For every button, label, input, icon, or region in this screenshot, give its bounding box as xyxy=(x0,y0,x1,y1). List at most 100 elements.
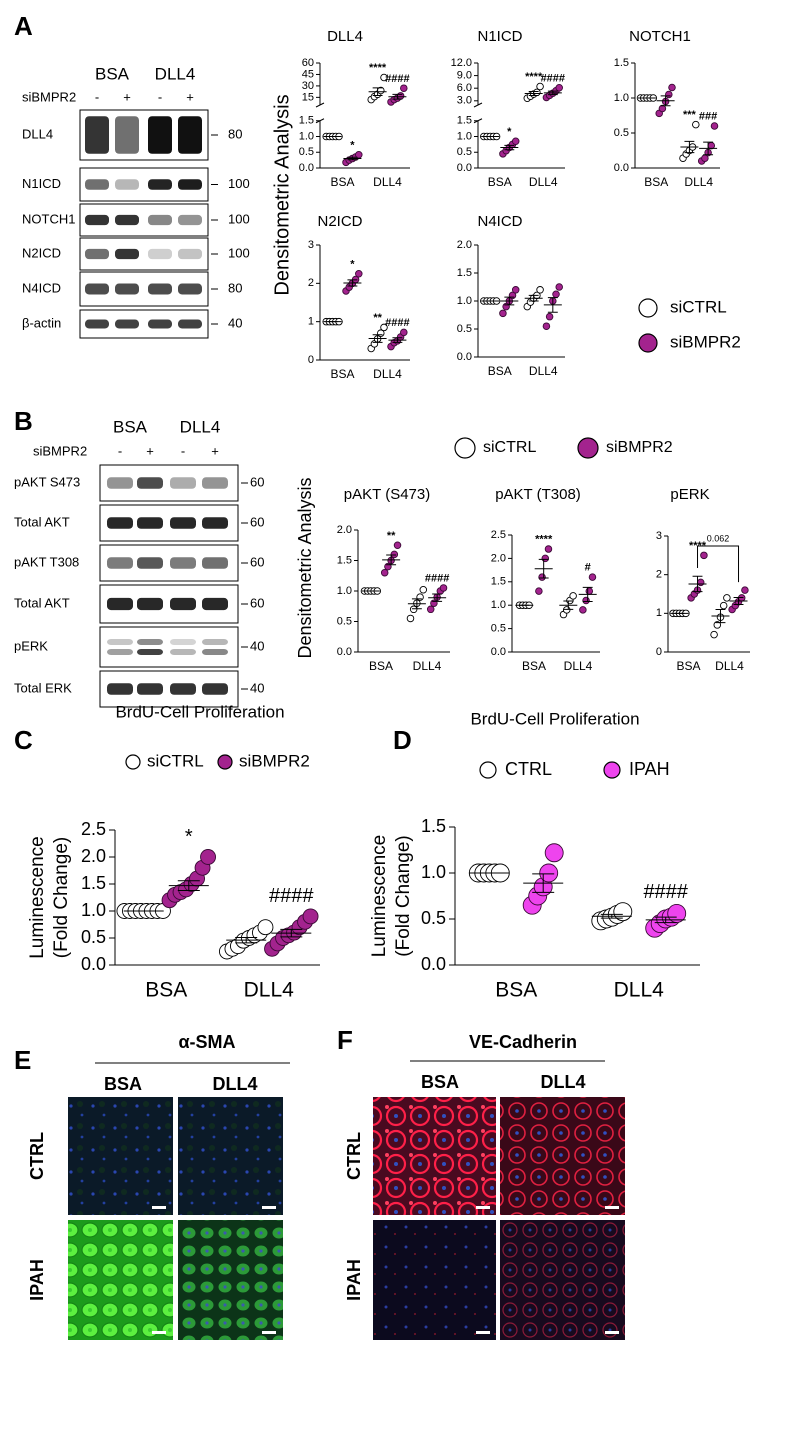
row-label: IPAH xyxy=(27,1259,47,1301)
significance-label: * xyxy=(507,126,512,138)
mw-label: 60 xyxy=(250,474,264,489)
legend-marker xyxy=(603,761,621,779)
significance-label: ** xyxy=(373,312,382,324)
significance-label: #### xyxy=(425,573,449,585)
lane-sign: + xyxy=(211,443,219,458)
y-tick-label: 1.5 xyxy=(614,57,629,69)
data-point xyxy=(396,92,405,100)
blot-header: BSA xyxy=(113,417,148,436)
blot-band xyxy=(202,597,228,611)
data-point xyxy=(696,578,705,587)
significance-label: ### xyxy=(699,111,717,123)
data-point xyxy=(713,621,722,629)
error-bar xyxy=(538,558,549,579)
error-bar xyxy=(235,936,258,944)
error-bar xyxy=(532,873,555,893)
x-tick-label: BSA xyxy=(676,659,700,673)
significance-label: #### xyxy=(269,885,314,907)
error-bar xyxy=(547,90,558,96)
legend-marker xyxy=(125,754,141,770)
data-point xyxy=(511,137,520,145)
blot-band xyxy=(170,649,196,655)
data-point xyxy=(538,573,546,581)
blot-row-label: N2ICD xyxy=(22,245,61,260)
x-tick-label: BSA xyxy=(488,175,512,189)
blot-band xyxy=(137,597,163,611)
y-tick-label: 2.0 xyxy=(491,552,506,564)
legend-marker xyxy=(638,333,658,353)
error-bar xyxy=(528,294,539,302)
y-tick-label: 0.5 xyxy=(421,908,446,928)
blot-band xyxy=(85,179,109,190)
x-tick-label: DLL4 xyxy=(614,979,665,1002)
row-label: IPAH xyxy=(344,1259,364,1301)
error-bar xyxy=(386,554,397,566)
error-bar xyxy=(372,87,383,97)
micrograph xyxy=(68,1097,173,1215)
data-point xyxy=(579,606,587,614)
data-point xyxy=(380,323,388,332)
micrograph xyxy=(500,1220,625,1340)
blot-band xyxy=(148,319,172,329)
x-tick-label: DLL4 xyxy=(373,367,402,381)
legend-label: siBMPR2 xyxy=(670,332,741,351)
data-point xyxy=(302,908,319,925)
significance-label: * xyxy=(350,139,355,151)
y-tick-label: 1.0 xyxy=(299,130,314,142)
blot-band xyxy=(178,214,202,226)
micrograph xyxy=(68,1220,173,1340)
panel-label: F xyxy=(337,1025,353,1055)
x-tick-label: DLL4 xyxy=(529,175,558,189)
blot-header: DLL4 xyxy=(180,417,221,436)
chart-title: DLL4 xyxy=(327,28,363,45)
data-point xyxy=(719,601,728,610)
data-point xyxy=(499,309,507,318)
error-bar xyxy=(582,586,593,602)
blot-row-label: pAKT S473 xyxy=(14,474,80,489)
chart-title: pAKT (T308) xyxy=(495,486,581,503)
data-point xyxy=(400,328,408,337)
legend-marker xyxy=(454,437,476,459)
y-tick-label: 0.5 xyxy=(337,615,352,627)
error-bar xyxy=(692,575,703,593)
legend-label: CTRL xyxy=(505,759,552,779)
blot-band xyxy=(202,649,228,655)
y-tick-label: 0.5 xyxy=(457,323,472,335)
blot-band xyxy=(148,283,172,295)
y-tick-label: 2.0 xyxy=(337,524,352,536)
mw-label: 80 xyxy=(228,280,242,295)
data-point xyxy=(535,587,543,595)
error-bar xyxy=(411,598,422,610)
blot-band xyxy=(202,683,228,695)
panel-label: A xyxy=(14,11,33,41)
chart-title: pERK xyxy=(670,486,709,503)
y-tick-label: 1.5 xyxy=(299,115,314,127)
error-bar xyxy=(703,141,714,156)
image-title: α-SMA xyxy=(178,1032,235,1052)
legend-marker xyxy=(577,437,599,459)
mw-label: 40 xyxy=(228,315,242,330)
y-tick-label: 1.5 xyxy=(81,873,106,893)
data-point xyxy=(668,83,676,92)
lane-sign: + xyxy=(186,89,194,104)
y-axis-label: (Fold Change) xyxy=(51,837,72,958)
y-tick-label: 1.0 xyxy=(457,295,472,307)
lane-sign: - xyxy=(158,89,162,104)
x-tick-label: BSA xyxy=(488,364,512,378)
y-tick-label: 1 xyxy=(308,316,314,328)
micrograph xyxy=(373,1097,496,1215)
y-tick-label: 2.5 xyxy=(81,819,106,839)
data-point xyxy=(536,286,544,294)
lane-sign: + xyxy=(146,443,154,458)
error-bar xyxy=(547,297,558,313)
lane-sign: + xyxy=(123,89,131,104)
scale-bar xyxy=(152,1206,166,1209)
blot-band xyxy=(85,116,109,154)
treatment-label: siBMPR2 xyxy=(33,443,87,458)
legend-marker xyxy=(638,298,658,318)
blot-band xyxy=(115,179,139,190)
y-tick-label: 0 xyxy=(308,354,314,366)
error-bar xyxy=(177,880,200,891)
data-point xyxy=(569,592,577,600)
